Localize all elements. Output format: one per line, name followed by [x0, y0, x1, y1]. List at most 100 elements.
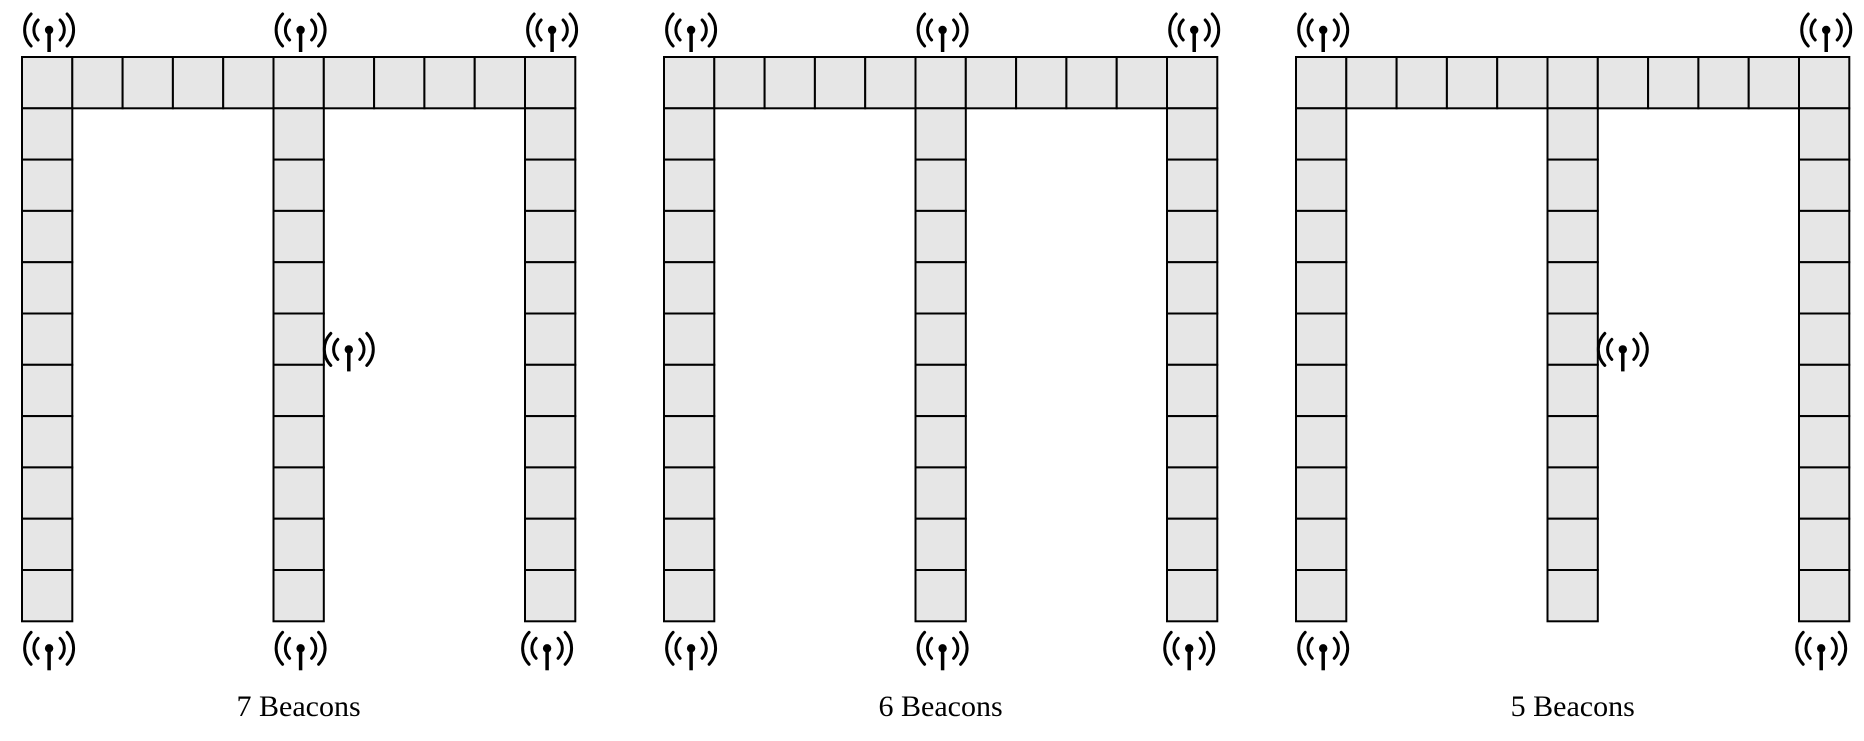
grid-cell [71, 56, 124, 110]
grid-cell [524, 261, 577, 315]
grid-cell [1065, 56, 1118, 110]
grid-cell [1166, 517, 1219, 572]
grid-cell [1798, 261, 1851, 315]
grid-cell [663, 517, 716, 572]
grid-cell [663, 569, 716, 623]
grid-cell [1798, 363, 1851, 418]
grid-cell [1798, 466, 1851, 520]
grid-cell [473, 56, 527, 110]
grid-cell [373, 56, 426, 110]
beacon-antenna-icon [1794, 630, 1848, 673]
beacon-antenna-icon [525, 12, 579, 54]
middle-column [914, 107, 967, 623]
beacon-antenna-icon [1799, 12, 1853, 54]
grid-cell [524, 312, 577, 366]
grid-cell [1546, 363, 1599, 418]
grid-cell [914, 261, 967, 315]
beacon-antenna-icon [22, 630, 76, 673]
grid-cell [914, 363, 967, 418]
beacon-antenna-icon [520, 630, 574, 673]
grid-cell [1798, 158, 1851, 212]
diagram-caption: 7 Beacons [237, 690, 361, 723]
grid-cell [1697, 56, 1750, 110]
grid-cell [222, 56, 275, 110]
grid-cell [1295, 363, 1348, 418]
grid-cell [21, 466, 74, 520]
grid-cell [524, 56, 577, 110]
grid-cell [1345, 56, 1398, 110]
grid-cell [1295, 569, 1348, 623]
grid-cell [663, 466, 716, 520]
grid-cell [914, 415, 967, 469]
grid-cell [524, 415, 577, 469]
grid-cell [524, 107, 577, 161]
grid-cell [1166, 569, 1219, 623]
grid-cell [21, 415, 74, 469]
grid-cell [272, 261, 325, 315]
grid-cell [1496, 56, 1549, 110]
grid-cell [1115, 56, 1168, 110]
grid-cell [663, 107, 716, 161]
grid-cell [1395, 56, 1448, 110]
beacon-antenna-icon [322, 331, 376, 374]
grid-cell [1546, 312, 1599, 366]
grid-cell [1798, 107, 1851, 161]
diagram-panel-3: 5 Beacons [1295, 12, 1853, 723]
grid-cell [763, 56, 816, 110]
grid-cell [914, 56, 967, 110]
grid-cell [914, 209, 967, 264]
grid-cell [21, 363, 74, 418]
grid-cell [524, 209, 577, 264]
top-row [1295, 56, 1851, 110]
grid-cell [272, 312, 325, 366]
grid-cell [1798, 209, 1851, 264]
grid-cell [1295, 261, 1348, 315]
grid-cell [1546, 158, 1599, 212]
grid-cell [423, 56, 476, 110]
grid-cell [21, 209, 74, 264]
grid-cell [1166, 466, 1219, 520]
grid-cell [1546, 261, 1599, 315]
grid-cell [21, 261, 74, 315]
top-row [21, 56, 577, 110]
beacon-antenna-icon [1596, 331, 1650, 374]
grid-cell [663, 363, 716, 418]
grid-cell [1166, 158, 1219, 212]
grid-cell [1295, 415, 1348, 469]
grid-cell [524, 363, 577, 418]
grid-cell [1798, 415, 1851, 469]
beacon-antenna-icon [22, 12, 76, 54]
grid-cell [713, 56, 766, 110]
diagram-caption: 6 Beacons [879, 690, 1003, 723]
grid-cell [21, 56, 74, 110]
grid-cell [322, 56, 376, 110]
grid-cell [1798, 56, 1851, 110]
grid-cell [272, 466, 325, 520]
grid-cell [121, 56, 174, 110]
grid-cell [1295, 56, 1348, 110]
middle-column [1546, 107, 1599, 623]
grid-cell [663, 312, 716, 366]
grid-cell [1546, 56, 1599, 110]
grid-cell [272, 209, 325, 264]
grid-cell [1166, 107, 1219, 161]
grid-cell [272, 158, 325, 212]
diagram-caption: 5 Beacons [1511, 690, 1635, 723]
grid-cell [524, 569, 577, 623]
right-column [1798, 107, 1851, 623]
grid-cell [1295, 312, 1348, 366]
beacon-antenna-icon [1167, 12, 1221, 54]
grid-cell [914, 569, 967, 623]
grid-cell [272, 56, 325, 110]
grid-cell [914, 517, 967, 572]
beacon-antenna-icon [274, 630, 327, 673]
grid-cell [524, 517, 577, 572]
grid-cell [864, 56, 917, 110]
grid-cell [1166, 209, 1219, 264]
grid-cell [1295, 517, 1348, 572]
grid-cell [813, 56, 867, 110]
grid-cell [1546, 466, 1599, 520]
grid-cell [272, 569, 325, 623]
grid-cell [1546, 107, 1599, 161]
grid-cell [1546, 517, 1599, 572]
